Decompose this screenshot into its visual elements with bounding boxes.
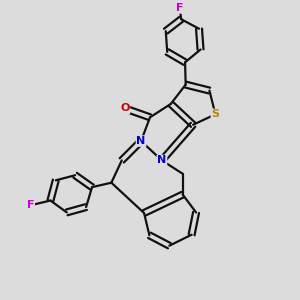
Text: N: N <box>157 155 167 165</box>
Text: S: S <box>212 109 219 119</box>
Text: F: F <box>27 200 34 210</box>
Text: O: O <box>120 103 129 113</box>
Text: N: N <box>136 136 146 146</box>
Text: F: F <box>176 3 184 13</box>
